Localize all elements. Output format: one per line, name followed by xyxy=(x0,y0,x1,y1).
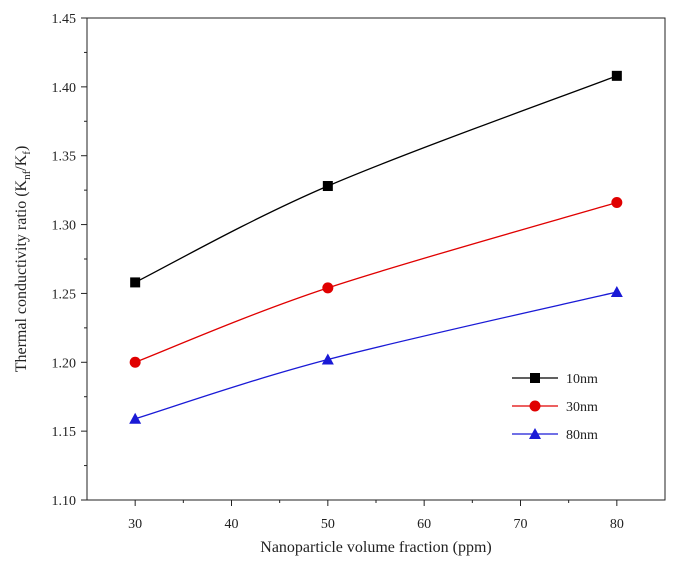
x-tick-label: 30 xyxy=(128,517,142,532)
y-axis-title: Thermal conductivity ratio (Knf/Kf) xyxy=(13,146,33,373)
legend-item: 10nm xyxy=(512,372,598,387)
data-point xyxy=(129,356,141,368)
series-line xyxy=(134,291,617,420)
y-tick-label: 1.15 xyxy=(52,425,77,440)
legend-marker xyxy=(530,373,540,383)
series-30nm xyxy=(129,197,623,368)
x-tick-label: 70 xyxy=(514,517,528,532)
data-point xyxy=(130,277,141,288)
data-point xyxy=(129,412,142,424)
legend-item: 30nm xyxy=(512,400,598,415)
y-axis-title-subscript: f xyxy=(21,151,33,155)
y-axis-title-subscript: nf xyxy=(21,170,33,180)
y-axis: 1.10 1.15 1.20 1.25 1.30 1.35 1.40 1.45 xyxy=(52,12,87,509)
x-tick-label: 40 xyxy=(225,517,239,532)
series-line xyxy=(134,201,618,363)
y-tick-label: 1.35 xyxy=(52,150,77,165)
legend-label: 30nm xyxy=(566,400,598,415)
y-tick-label: 1.25 xyxy=(52,287,77,302)
data-point xyxy=(611,70,622,81)
legend-marker xyxy=(529,400,541,412)
y-tick-label: 1.20 xyxy=(52,356,77,371)
x-tick-label: 60 xyxy=(417,517,431,532)
y-tick-label: 1.40 xyxy=(52,81,77,96)
x-tick-label: 50 xyxy=(321,517,335,532)
data-point xyxy=(322,282,334,294)
series-line xyxy=(134,75,618,283)
y-axis-title-part: Thermal conductivity ratio (K xyxy=(13,179,30,372)
legend-label: 10nm xyxy=(566,372,598,387)
legend-marker xyxy=(529,428,541,439)
data-point xyxy=(322,181,333,192)
legend-item: 80nm xyxy=(512,428,598,443)
y-tick-label: 1.30 xyxy=(52,219,77,234)
data-point xyxy=(610,286,623,298)
series-80nm xyxy=(129,286,623,424)
x-tick-label: 80 xyxy=(610,517,624,532)
series-10nm xyxy=(130,70,622,288)
y-tick-label: 1.45 xyxy=(52,12,77,27)
legend: 10nm 30nm 80nm xyxy=(512,372,598,443)
y-tick-label: 1.10 xyxy=(52,494,77,509)
y-axis-title-part: ) xyxy=(13,146,30,151)
x-axis: 30 40 50 60 70 80 xyxy=(128,500,624,532)
series-layer xyxy=(129,70,623,424)
data-point xyxy=(611,197,623,209)
x-axis-title: Nanoparticle volume fraction (ppm) xyxy=(260,539,491,556)
data-point xyxy=(321,353,334,365)
legend-label: 80nm xyxy=(566,428,598,443)
y-axis-title-part: /K xyxy=(13,154,30,170)
